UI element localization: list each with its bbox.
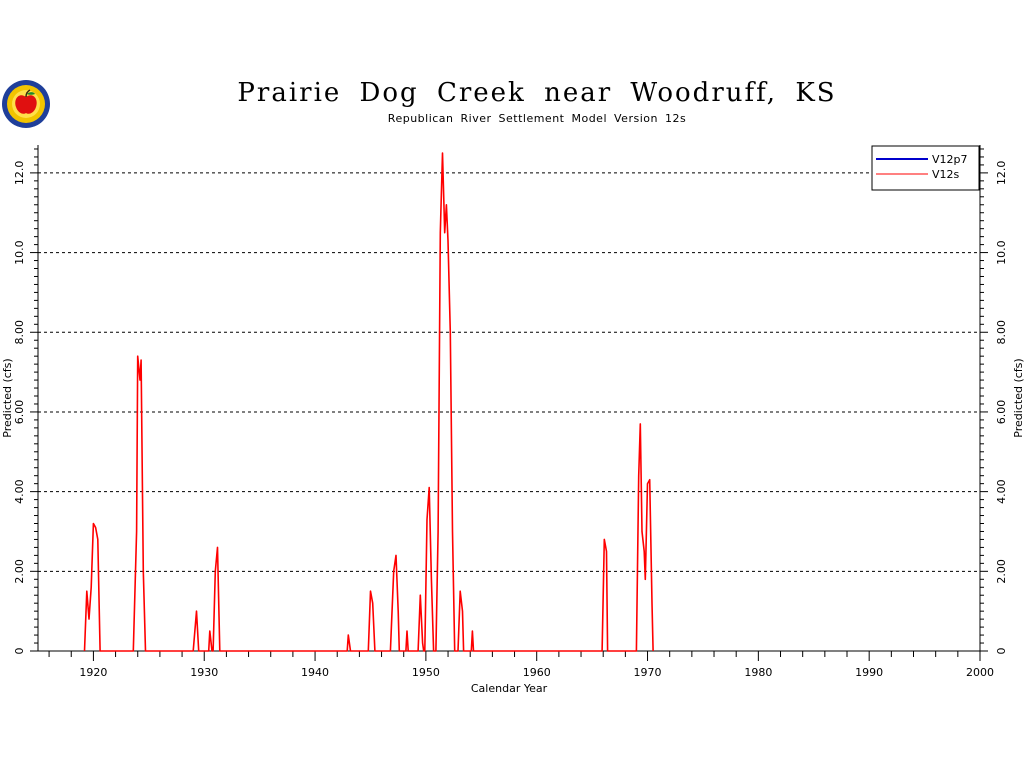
legend-label-v12p7: V12p7 — [932, 153, 968, 166]
x-tick-label: 2000 — [966, 666, 994, 679]
y-tick-label-left: 12.0 — [13, 161, 26, 186]
y-tick-label-right: 2.00 — [995, 559, 1008, 584]
x-tick-label: 1960 — [523, 666, 551, 679]
agency-seal-logo — [2, 80, 50, 128]
y-tick-label-left: 0 — [13, 648, 26, 655]
y-tick-label-left: 2.00 — [13, 559, 26, 584]
x-tick-label: 1990 — [855, 666, 883, 679]
y-tick-label-right: 8.00 — [995, 320, 1008, 345]
x-tick-label: 1920 — [79, 666, 107, 679]
y-tick-label-left: 4.00 — [13, 479, 26, 504]
y-tick-label-right: 4.00 — [995, 479, 1008, 504]
chart-title: Prairie Dog Creek near Woodruff, KS — [237, 78, 837, 108]
y-axis-label-right: Predicted (cfs) — [1012, 358, 1024, 437]
legend-label-v12s: V12s — [932, 168, 960, 181]
y-tick-label-left: 8.00 — [13, 320, 26, 345]
y-tick-label-right: 10.0 — [995, 240, 1008, 265]
x-tick-label: 1980 — [744, 666, 772, 679]
x-tick-label: 1930 — [190, 666, 218, 679]
y-tick-label-right: 12.0 — [995, 161, 1008, 186]
series-line-v12s — [83, 152, 654, 652]
x-tick-label: 1970 — [634, 666, 662, 679]
x-tick-label: 1950 — [412, 666, 440, 679]
y-tick-label-left: 6.00 — [13, 400, 26, 425]
x-tick-label: 1940 — [301, 666, 329, 679]
y-tick-label-right: 0 — [995, 648, 1008, 655]
x-axis-label: Calendar Year — [471, 682, 548, 695]
y-tick-label-left: 10.0 — [13, 240, 26, 265]
y-axis-label-left: Predicted (cfs) — [1, 358, 14, 437]
chart-subtitle: Republican River Settlement Model Versio… — [387, 112, 687, 125]
legend-box — [871, 145, 980, 191]
y-tick-label-right: 6.00 — [995, 400, 1008, 425]
